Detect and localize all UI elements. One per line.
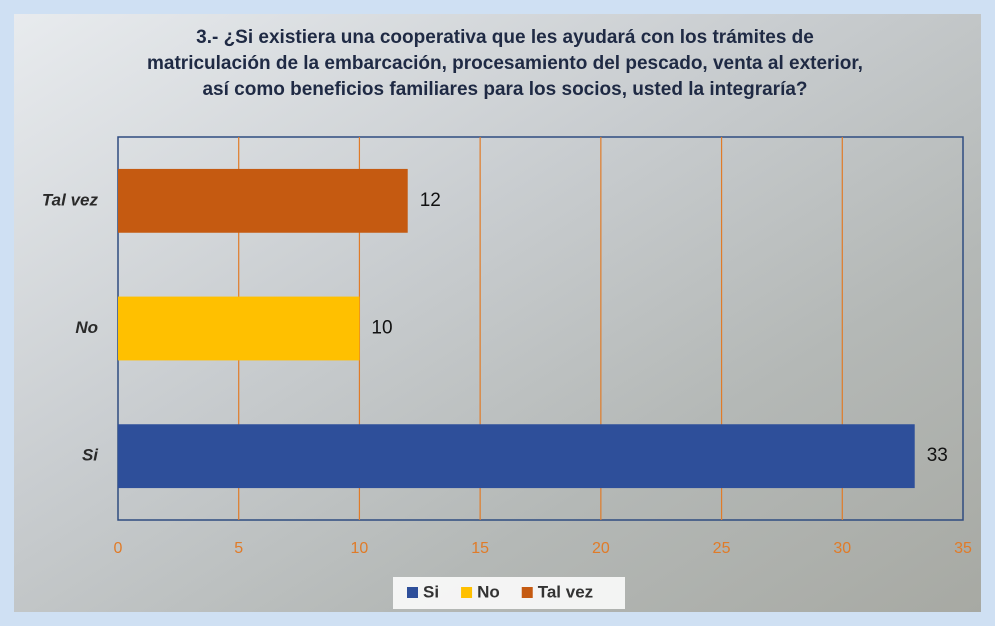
- legend-label: No: [477, 582, 500, 601]
- legend-swatch: [521, 587, 533, 598]
- x-tick-label: 20: [592, 540, 610, 557]
- chart-title: matriculación de la embarcación, procesa…: [147, 53, 863, 74]
- y-tick-label: Tal vez: [42, 190, 99, 209]
- x-tick-label: 25: [713, 540, 731, 557]
- bar: [118, 424, 915, 489]
- x-tick-label: 15: [471, 540, 489, 557]
- bar: [118, 168, 408, 233]
- value-label: 33: [927, 445, 948, 466]
- legend-label: Si: [423, 582, 439, 601]
- x-tick-label: 35: [954, 540, 972, 557]
- legend-box: [393, 577, 625, 609]
- chart-title: así como beneficios familiares para los …: [202, 79, 807, 100]
- bar: [118, 296, 360, 361]
- y-tick-label: No: [75, 318, 98, 337]
- chart-title: 3.- ¿Si existiera una cooperativa que le…: [196, 27, 814, 48]
- legend-swatch: [461, 587, 473, 598]
- legend-label: Tal vez: [538, 582, 593, 601]
- value-label: 12: [420, 190, 441, 211]
- value-label: 10: [371, 318, 392, 339]
- legend-swatch: [407, 587, 418, 598]
- x-tick-label: 10: [351, 540, 369, 557]
- y-tick-label: Si: [82, 446, 99, 465]
- x-tick-label: 5: [234, 540, 243, 557]
- x-tick-label: 0: [114, 540, 123, 557]
- x-tick-label: 30: [833, 540, 851, 557]
